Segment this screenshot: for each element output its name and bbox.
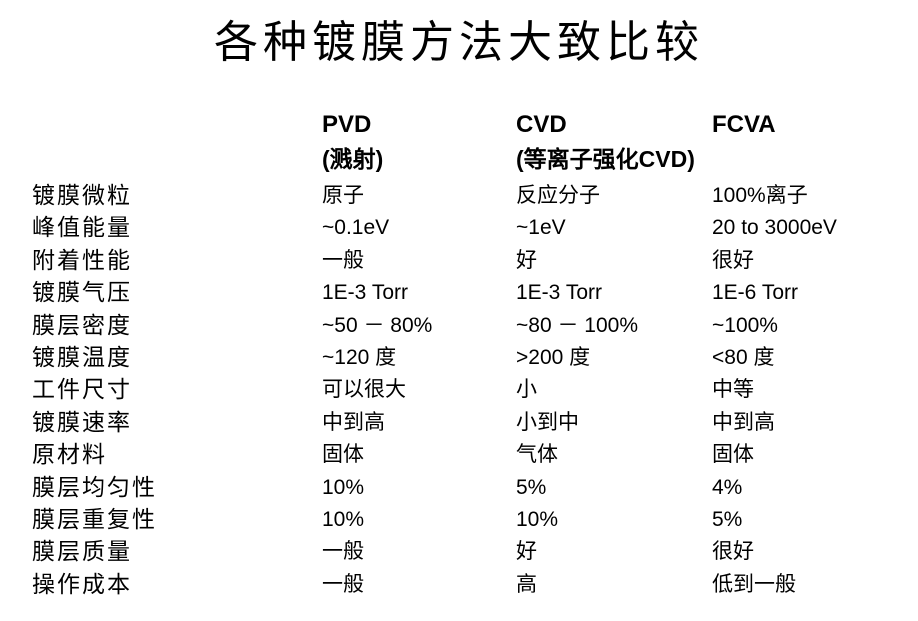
row-label: 原材料 bbox=[32, 442, 107, 468]
cell-pvd: 中到高 bbox=[322, 410, 385, 434]
column-header-pvd-name: PVD bbox=[322, 111, 372, 138]
cell-pvd: 一般 bbox=[322, 572, 364, 596]
table-row: 原材料 固体 气体 固体 bbox=[32, 439, 912, 471]
row-label: 工件尺寸 bbox=[32, 377, 132, 403]
cell-fcva: 20 to 3000eV bbox=[712, 216, 837, 240]
cell-cvd: 好 bbox=[516, 248, 537, 272]
cell-fcva: 1E-6 Torr bbox=[712, 281, 798, 305]
cell-cvd: 10% bbox=[516, 507, 559, 531]
cell-cvd: 1E-3 Torr bbox=[516, 281, 602, 305]
cell-pvd: 原子 bbox=[322, 184, 364, 207]
cell-pvd: 1E-3 Torr bbox=[322, 281, 408, 305]
table-row: 镀膜温度 ~120 度 >200 度 <80 度 bbox=[32, 342, 912, 374]
row-label: 镀膜温度 bbox=[32, 344, 132, 370]
cell-cvd: 小到中 bbox=[516, 410, 579, 434]
cell-cvd: 5% bbox=[516, 475, 547, 499]
cell-pvd: 可以很大 bbox=[322, 378, 406, 402]
cell-cvd: 气体 bbox=[516, 443, 558, 467]
table-row: 膜层密度 ~50 － 80% ~80 － 100% ~100% bbox=[32, 310, 912, 342]
cell-cvd: >200 度 bbox=[516, 345, 591, 369]
table-row: 镀膜速率 中到高 小到中 中到高 bbox=[32, 407, 912, 439]
column-header-fcva-name: FCVA bbox=[712, 111, 776, 138]
table-row: 镀膜气压 1E-3 Torr 1E-3 Torr 1E-6 Torr bbox=[32, 277, 912, 309]
table-row: 操作成本 一般 高 低到一般 bbox=[32, 569, 912, 601]
cell-fcva: 100%离子 bbox=[712, 184, 808, 207]
cell-pvd: 一般 bbox=[322, 248, 364, 272]
cell-pvd: ~0.1eV bbox=[322, 216, 390, 240]
row-label: 膜层密度 bbox=[32, 312, 132, 338]
cell-pvd: 固体 bbox=[322, 443, 364, 467]
cell-pvd: ~120 度 bbox=[322, 345, 397, 369]
cell-cvd: ~80 － 100% bbox=[516, 313, 639, 337]
cell-fcva: 4% bbox=[712, 475, 743, 499]
row-label: 镀膜速率 bbox=[32, 409, 132, 435]
column-header-cvd: CVD (等离子强化CVD) bbox=[516, 108, 712, 176]
row-label: 峰值能量 bbox=[32, 215, 132, 241]
cell-fcva: 5% bbox=[712, 507, 743, 531]
cell-pvd: 10% bbox=[322, 475, 365, 499]
table-row: 工件尺寸 可以很大 小 中等 bbox=[32, 374, 912, 406]
table-row: 镀膜微粒 原子 反应分子 100%离子 bbox=[32, 180, 912, 212]
table-header-row: PVD (溅射) CVD (等离子强化CVD) FCVA bbox=[32, 108, 912, 176]
row-label: 附着性能 bbox=[32, 247, 132, 273]
cell-cvd: 好 bbox=[516, 540, 537, 564]
cell-cvd: 小 bbox=[516, 378, 537, 402]
column-header-pvd-sub: (溅射) bbox=[322, 146, 384, 172]
table-row: 峰值能量 ~0.1eV ~1eV 20 to 3000eV bbox=[32, 212, 912, 244]
column-header-pvd: PVD (溅射) bbox=[322, 108, 516, 176]
cell-fcva: 中到高 bbox=[712, 410, 775, 434]
cell-fcva: 固体 bbox=[712, 443, 754, 467]
table-row: 膜层均匀性 10% 5% 4% bbox=[32, 472, 912, 504]
cell-fcva: 很好 bbox=[712, 248, 754, 272]
slide-title: 各种镀膜方法大致比较 bbox=[214, 18, 704, 67]
cell-pvd: ~50 － 80% bbox=[322, 313, 433, 337]
row-label: 膜层质量 bbox=[32, 539, 132, 565]
cell-cvd: 高 bbox=[516, 572, 537, 596]
row-label: 操作成本 bbox=[32, 571, 132, 597]
table-row: 膜层重复性 10% 10% 5% bbox=[32, 504, 912, 536]
cell-fcva: 中等 bbox=[712, 378, 754, 402]
column-header-fcva: FCVA bbox=[712, 108, 912, 176]
header-spacer bbox=[32, 108, 322, 176]
cell-fcva: 很好 bbox=[712, 540, 754, 564]
row-label: 镀膜气压 bbox=[32, 280, 132, 306]
cell-fcva: <80 度 bbox=[712, 345, 775, 369]
table-row: 膜层质量 一般 好 很好 bbox=[32, 536, 912, 568]
cell-pvd: 10% bbox=[322, 507, 365, 531]
row-label: 镀膜微粒 bbox=[32, 183, 132, 208]
table-body: 镀膜微粒 原子 反应分子 100%离子 峰值能量 ~0.1eV ~1eV 20 … bbox=[32, 180, 912, 601]
row-label: 膜层重复性 bbox=[32, 506, 157, 532]
cell-pvd: 一般 bbox=[322, 540, 364, 564]
cell-fcva: 低到一般 bbox=[712, 572, 796, 596]
column-header-cvd-sub: (等离子强化CVD) bbox=[516, 146, 695, 172]
cell-cvd: 反应分子 bbox=[516, 184, 600, 207]
column-header-cvd-name: CVD bbox=[516, 111, 567, 138]
comparison-table: PVD (溅射) CVD (等离子强化CVD) FCVA 镀膜微粒 原子 反应分… bbox=[32, 108, 912, 601]
cell-cvd: ~1eV bbox=[516, 216, 566, 240]
row-label: 膜层均匀性 bbox=[32, 474, 157, 500]
table-row: 附着性能 一般 好 很好 bbox=[32, 245, 912, 277]
cell-fcva: ~100% bbox=[712, 313, 778, 337]
